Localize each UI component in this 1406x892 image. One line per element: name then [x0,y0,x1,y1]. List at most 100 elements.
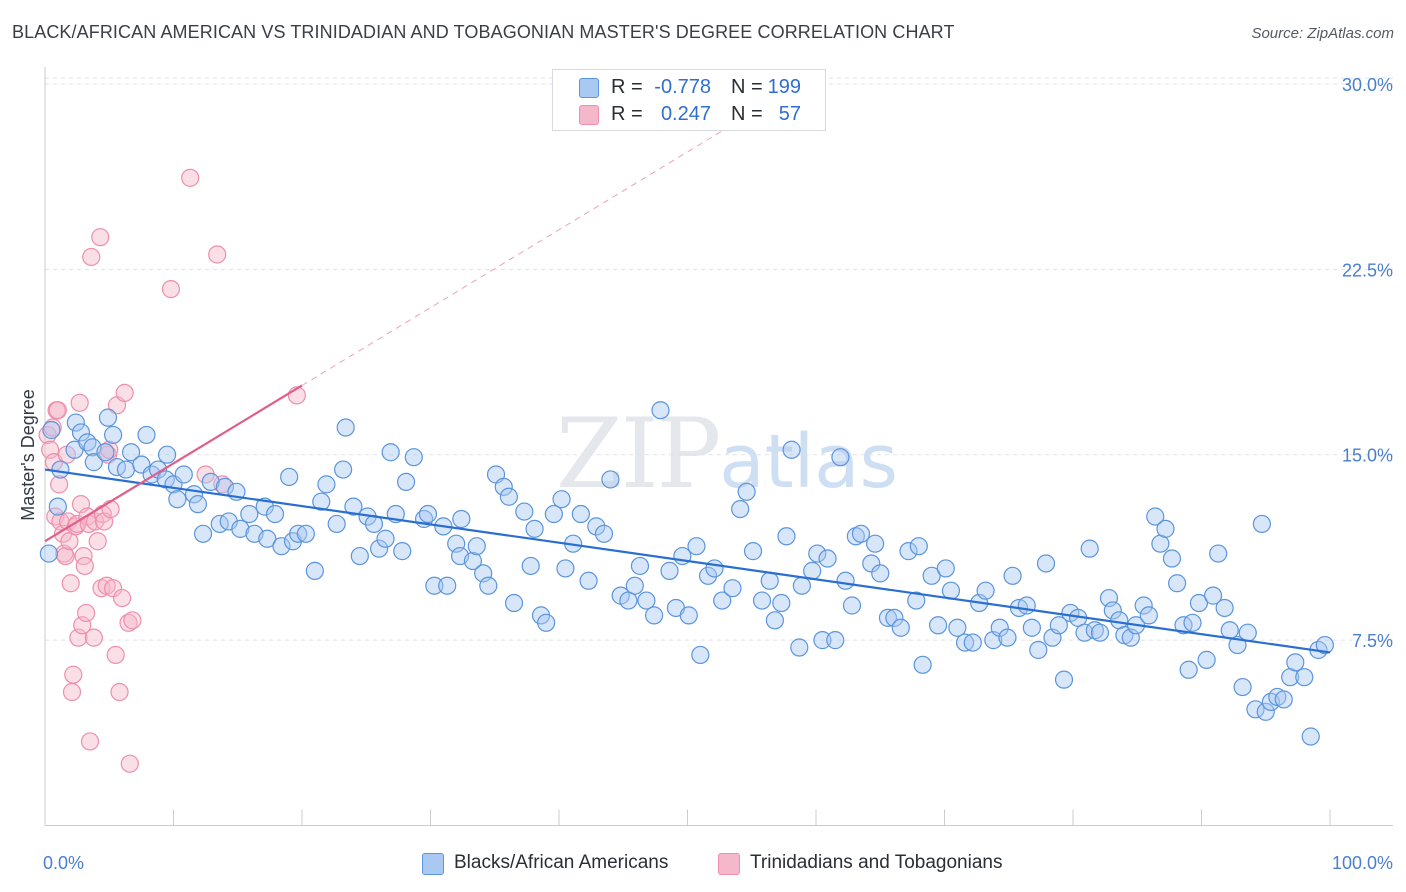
legend-r-value: -0.778 [654,76,711,98]
data-point-black [851,524,871,543]
data-point-black [148,460,168,479]
data-point-black [743,542,763,561]
x-tick-label: 0.0% [43,853,84,873]
data-point-trinidadian [91,228,110,247]
data-point-black [1146,507,1165,526]
legend-swatch-trinidadian [718,853,740,875]
data-point-black [42,420,61,440]
legend-row-black: R = -0.778 N = 199 [553,74,825,100]
data-point-trinidadian [48,401,67,420]
data-point-black [818,549,837,568]
data-point-black [467,537,486,556]
data-point-black [515,502,534,521]
data-point-black [396,472,416,492]
data-point-trinidadian [213,475,232,494]
data-point-trinidadian [123,611,142,630]
data-point-black [96,443,115,462]
data-point-black [381,443,400,462]
data-point-black [765,611,784,630]
data-point-trinidadian [181,168,200,187]
legend-r-label: R = [611,76,643,98]
data-point-black [66,413,85,432]
data-point-black [1295,668,1314,687]
data-point-black [537,613,556,632]
chart-title: BLACK/AFRICAN AMERICAN VS TRINIDADIAN AN… [12,22,955,42]
data-point-black [393,542,412,561]
data-point-black [790,638,809,657]
data-point-black [494,477,513,496]
legend-label-black: Blacks/African Americans [454,852,669,873]
data-point-black [660,561,679,580]
data-point-black [344,497,363,516]
data-point-black [521,556,540,576]
data-point-black [1029,640,1048,660]
trend-extension-trinidadian [301,120,740,386]
data-point-trinidadian [161,279,181,299]
data-point-trinidadian [84,628,103,647]
data-point-black [404,448,423,467]
data-point-black [878,608,898,627]
data-point-black [1054,670,1074,689]
stats-legend: R = -0.778 N = 199 R = 0.247 N = 57 [552,69,826,131]
data-point-black [499,487,518,506]
data-point-black [630,556,650,576]
watermark: ZIPatlas [556,398,898,510]
data-point-trinidadian [101,499,120,519]
data-point-black [737,482,756,501]
data-point-black [826,631,845,650]
data-point-black [1203,586,1223,605]
data-point-black [907,591,926,610]
data-point-trinidadian [208,245,227,264]
data-point-trinidadian [70,393,89,412]
data-point-black [317,475,336,494]
data-point-black [862,554,881,573]
data-point-black [885,608,904,627]
data-point-black [1183,613,1202,632]
y-tick-label: 30.0% [1342,75,1393,95]
legend-n-label: N = [731,103,763,125]
data-point-black [116,460,136,479]
data-point-black [425,576,444,595]
data-point-black [913,655,932,674]
data-point-black [651,401,670,420]
data-point-trinidadian [62,682,82,702]
data-point-black [463,551,483,571]
data-point-black [579,571,598,590]
y-axis-label: Master's Degree [18,389,38,520]
data-point-trinidadian [61,574,80,593]
data-point-black [1315,635,1334,655]
data-point-black [1022,618,1041,637]
data-point-black [1301,727,1320,746]
data-point-black [687,537,706,556]
data-point-trinidadian [50,475,69,494]
data-point-black [272,537,291,556]
data-point-black [78,433,97,452]
data-point-black [438,576,457,595]
data-point-black [955,633,975,652]
data-point-black [842,596,862,615]
data-point-black [1179,660,1198,679]
data-point-black [644,606,664,625]
data-point-black [1256,702,1275,721]
data-point-black [831,448,850,467]
legend-r-label: R = [611,103,643,125]
tick-labels: 7.5% 15.0% 22.5% 30.0% 0.0% 100.0% [43,75,1393,873]
data-point-trinidadian [75,556,94,576]
data-point-black [1215,598,1234,618]
data-point-black [312,492,331,511]
data-point-black [544,504,563,524]
data-point-black [772,593,791,613]
data-point-black [201,472,220,492]
data-point-trinidadian [80,732,100,751]
data-point-black [48,497,67,516]
data-point-black [713,591,732,610]
trend-line-black [44,468,1331,654]
legend-r-value: 0.247 [660,103,711,125]
data-point-black [1156,519,1175,538]
data-point-black [1233,677,1252,697]
data-point-black [552,490,571,509]
data-point-trinidadian [104,579,123,598]
data-point-black [1274,690,1293,709]
data-point-trinidadian [110,682,129,702]
